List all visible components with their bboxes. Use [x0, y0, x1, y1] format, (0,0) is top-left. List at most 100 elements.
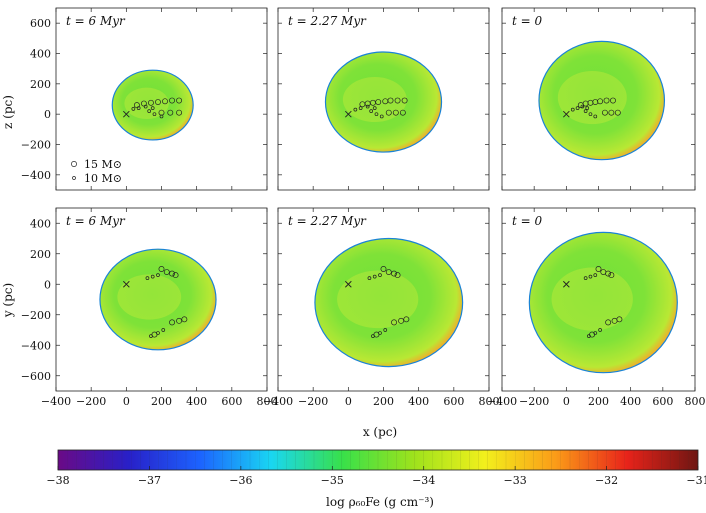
star-10msun-marker: [372, 106, 377, 110]
star-10msun-marker: [586, 334, 591, 338]
star-10msun-marker: [598, 328, 602, 332]
density-bubble: [324, 51, 443, 153]
star-10msun-marker: [152, 112, 157, 117]
density-bubble: [538, 40, 666, 161]
x-tick-label: −400: [487, 395, 517, 408]
colorbar-tick-label: −38: [46, 474, 69, 487]
star-15msun-marker: [608, 109, 615, 116]
y-tick-label: −600: [21, 370, 51, 383]
origin-cross-marker: [563, 110, 570, 118]
density-bubble: [528, 231, 678, 374]
star-15msun-marker: [162, 98, 168, 105]
star-10msun-marker: [588, 274, 593, 279]
star-15msun-marker: [176, 97, 183, 104]
colorbar-tick-label: −33: [504, 474, 527, 487]
star-10msun-marker: [150, 274, 155, 279]
colorbar-label: log ρ₆₀Fe (g cm⁻³): [326, 495, 434, 509]
density-bubble: [99, 248, 217, 351]
colorbar: −38 −37 −36 −35 −34 −33 −32 −31: [46, 449, 706, 487]
x-tick-label: 0: [123, 395, 130, 408]
star-15msun-marker: [391, 270, 397, 277]
star-10msun-marker: [583, 276, 588, 280]
star-10msun-marker: [156, 331, 160, 335]
star-15msun-marker: [385, 269, 392, 275]
x-tick-label: 800: [257, 395, 278, 408]
star-15msun-marker: [155, 99, 161, 105]
origin-cross-marker: [563, 280, 570, 288]
colorbar-tick-label: −31: [686, 474, 706, 487]
x-tick-label: 600: [652, 395, 673, 408]
star-10msun-marker: [593, 273, 598, 277]
y-tick-label: 400: [30, 48, 51, 61]
star-15msun-marker: [605, 270, 612, 277]
mass-legend: 15 M⊙10 M⊙: [71, 158, 122, 185]
x-tick-label: 800: [479, 395, 500, 408]
panel-5: −400 −200 0 200 400 600 800 t = 2.27 Myr: [263, 207, 500, 408]
star-10msun-marker: [593, 331, 598, 335]
star-15msun-marker: [601, 109, 608, 116]
star-15msun-marker: [399, 109, 406, 116]
star-10msun-marker: [383, 328, 388, 332]
star-10msun-marker: [379, 114, 384, 119]
star-10msun-marker: [580, 104, 585, 109]
star-10msun-marker: [588, 112, 593, 117]
star-15msun-marker: [392, 109, 399, 116]
y-tick-label: −400: [21, 169, 51, 182]
star-15msun-marker: [608, 272, 615, 279]
colorbar-tick-label: −35: [321, 474, 344, 487]
x-axis-label: x (pc): [363, 425, 397, 439]
y-tick-label: −200: [21, 139, 51, 152]
star-10msun-marker: [367, 276, 372, 280]
star-10msun-marker: [365, 104, 370, 109]
star-10msun-marker: [353, 107, 358, 112]
bottom-y-axis-label: y (pc): [1, 283, 15, 318]
density-hotspot: [117, 274, 182, 320]
star-15msun-marker: [163, 269, 170, 275]
x-tick-label: 200: [151, 395, 172, 408]
star-15msun-marker: [181, 316, 188, 323]
star-15msun-marker: [380, 266, 387, 272]
top-y-axis-label: z (pc): [1, 95, 15, 129]
star-15msun-marker: [169, 270, 175, 277]
panel-1: −400 −200 0 200 400 600 t = 6 Myr: [21, 7, 268, 191]
panel-2: t = 2.27 Myr: [277, 7, 490, 191]
star-15msun-marker: [394, 272, 401, 279]
x-tick-label: 600: [221, 395, 242, 408]
panels-group: −400 −200 0 200 400 600 t = 6 Myr t = 2.27 Myr t…: [21, 7, 706, 408]
x-tick-label: −400: [263, 395, 293, 408]
x-tick-label: 400: [186, 395, 207, 408]
x-tick-label: 200: [588, 395, 609, 408]
legend-15msun-marker: [71, 161, 77, 167]
star-10msun-marker: [372, 274, 377, 279]
density-bubble: [314, 237, 464, 368]
star-15msun-marker: [385, 109, 392, 116]
star-10msun-marker: [156, 273, 160, 277]
star-10msun-marker: [371, 334, 375, 338]
origin-cross-marker: [123, 110, 130, 118]
x-tick-label: 600: [443, 395, 464, 408]
star-10msun-marker: [378, 331, 382, 335]
origin-cross-marker: [123, 280, 130, 288]
y-tick-label: −400: [21, 339, 51, 352]
x-tick-label: 0: [345, 395, 352, 408]
star-15msun-marker: [616, 316, 623, 323]
star-15msun-marker: [172, 272, 179, 279]
star-15msun-marker: [387, 97, 394, 104]
y-tick-label: 0: [44, 108, 51, 121]
star-15msun-marker: [169, 319, 175, 326]
panel-6: −400 −200 0 200 400 600 800 t = 0: [487, 207, 706, 408]
star-10msun-marker: [131, 107, 136, 111]
star-10msun-marker: [159, 114, 164, 119]
panel-title: t = 6 Myr: [66, 214, 126, 228]
star-10msun-marker: [374, 112, 379, 117]
legend-10msun-marker: [72, 176, 76, 180]
star-10msun-marker: [150, 106, 155, 110]
panel-title: t = 2.27 Myr: [288, 214, 367, 228]
star-10msun-marker: [145, 276, 150, 280]
star-15msun-marker: [610, 97, 616, 104]
x-tick-label: −200: [298, 395, 328, 408]
star-10msun-marker: [575, 106, 580, 110]
star-15msun-marker: [398, 317, 405, 324]
y-tick-label: 200: [30, 248, 51, 261]
